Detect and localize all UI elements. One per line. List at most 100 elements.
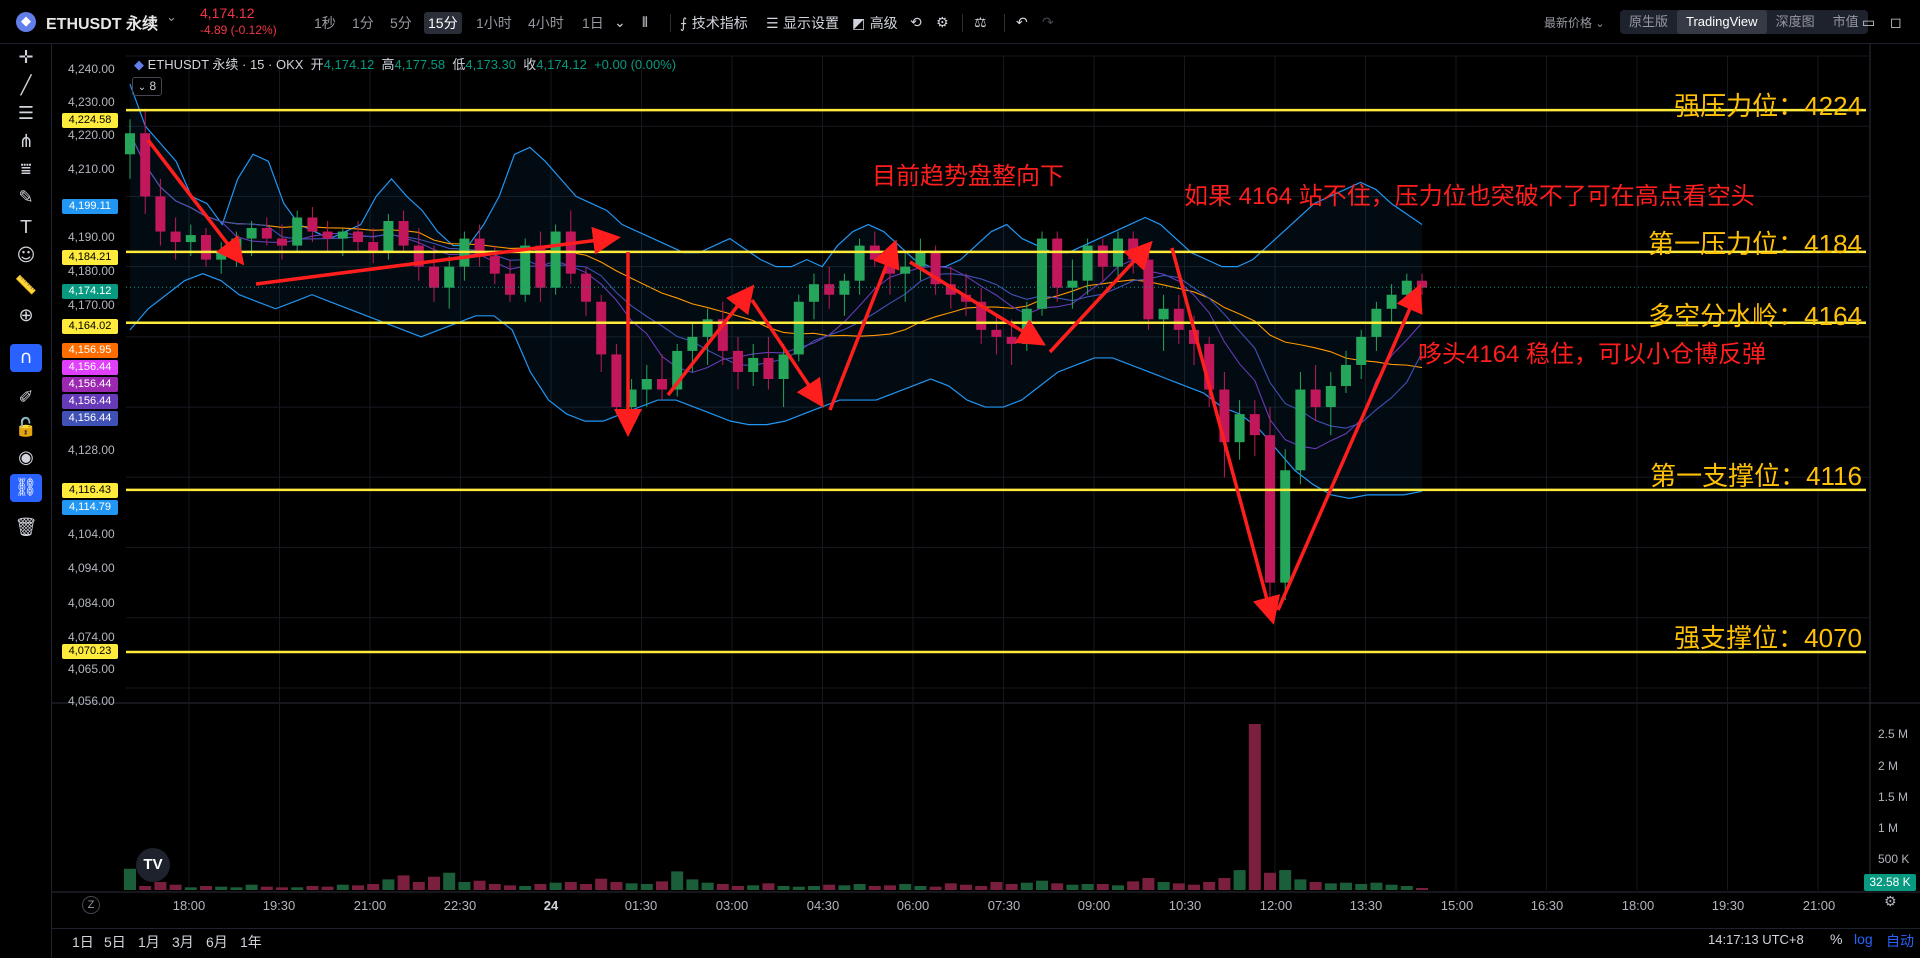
range-3m[interactable]: 3月 (172, 934, 194, 950)
interval-4h[interactable]: 4小时 (528, 15, 564, 31)
chevron-down-icon[interactable]: ⌄ (166, 10, 177, 25)
level-label-strong-resistance[interactable]: 强压力位：4224 (1674, 91, 1862, 121)
legend-close-label: 收 (523, 57, 537, 72)
tab-market-cap[interactable]: 市值 (1832, 14, 1859, 29)
time-tick: 19:30 (1711, 898, 1745, 913)
percent-scale-button[interactable]: % (1830, 931, 1843, 947)
level-label-first-support[interactable]: 第一支撑位：4116 (1650, 461, 1862, 491)
volume-bar (367, 884, 380, 890)
volume-bar (1020, 882, 1033, 890)
range-5d[interactable]: 5日 (104, 934, 126, 950)
ruler-icon[interactable]: 📏 (14, 275, 38, 296)
undo-icon[interactable]: ↶ (1016, 15, 1028, 31)
zoom-reset-button[interactable]: Z (82, 896, 100, 914)
gear-icon[interactable]: ⚙ (936, 15, 949, 31)
auto-scale-button[interactable]: 自动 (1886, 933, 1914, 949)
volume-bar (564, 882, 577, 890)
volume-bar (1279, 870, 1292, 890)
volume-bar (352, 885, 364, 890)
eye-icon[interactable]: ◉ (18, 447, 34, 468)
fullscreen-icon[interactable]: ▭ (1862, 15, 1876, 31)
interval-1s[interactable]: 1秒 (314, 15, 336, 31)
interval-1d[interactable]: 1日 (582, 15, 604, 31)
range-1d[interactable]: 1日 (72, 934, 94, 950)
interval-1m[interactable]: 1分 (352, 15, 374, 31)
interval-5m[interactable]: 5分 (390, 15, 412, 31)
indicators-button[interactable]: ⨍ 技术指标 (680, 12, 748, 34)
replay-icon[interactable]: ⟲ (910, 15, 922, 31)
candle-body (246, 228, 257, 239)
candle-body (1097, 245, 1108, 267)
legend-title[interactable]: ETHUSDT 永续 · 15 · OKX (147, 57, 304, 72)
price-tag: 4,164.02 (62, 319, 118, 334)
drawing-arrow (909, 260, 1046, 346)
price-type-select[interactable]: 最新价格 ⌄ (1544, 12, 1605, 34)
crosshair-icon[interactable]: ✛ (18, 47, 34, 68)
annotation-trend[interactable]: 目前趋势盘整向下 (872, 163, 1064, 190)
candle-body (1325, 386, 1336, 408)
axis-settings-gear-icon[interactable]: ⚙ (1884, 894, 1897, 910)
magnet-icon[interactable]: ∩ (10, 344, 42, 372)
range-1m[interactable]: 1月 (138, 934, 160, 950)
lock-icon[interactable]: 🔓 (14, 417, 38, 438)
candle-body (1143, 259, 1154, 320)
volume-bar (640, 884, 653, 890)
fib-icon[interactable]: ⩸ (20, 159, 32, 180)
level-label-strong-support[interactable]: 强支撑位：4070 (1674, 623, 1862, 653)
volume-bar (823, 884, 836, 890)
annotation-bull[interactable]: 哆头4164 稳住，可以小仓博反弹 (1418, 341, 1767, 368)
tradingview-logo[interactable]: TV (136, 848, 170, 882)
indicator-count: 8 (149, 79, 157, 93)
level-label-pivot[interactable]: 多空分水岭：4164 (1648, 301, 1862, 331)
candle-body (1189, 329, 1199, 344)
volume-bar (929, 886, 942, 890)
utc-clock[interactable]: 14:17:13 UTC+8 (1708, 932, 1804, 947)
screenshot-icon[interactable]: ◻ (1890, 15, 1902, 31)
volume-bar (534, 884, 547, 890)
volume-bar (686, 879, 699, 890)
candle-body (809, 284, 819, 302)
text-icon[interactable]: T (20, 217, 32, 238)
legend-close: 4,174.12 (536, 57, 587, 72)
bollinger-band-fill (130, 84, 1422, 499)
trash-icon[interactable]: 🗑 (14, 517, 38, 538)
draw-lock-icon[interactable]: ✐ (18, 387, 34, 408)
volume-tick: 500 K (1878, 852, 1910, 866)
range-6m[interactable]: 6月 (206, 934, 228, 950)
pitchfork-icon[interactable]: ⋔ (18, 131, 34, 152)
log-scale-button[interactable]: log (1854, 931, 1873, 947)
symbol-name[interactable]: ETHUSDT 永续 (46, 16, 159, 33)
compare-icon[interactable]: ⚖ (974, 15, 987, 31)
volume-bar (1142, 878, 1155, 890)
volume-bar (230, 887, 243, 890)
candle-body (125, 133, 135, 155)
display-settings-button[interactable]: ☰ 显示设置 (766, 12, 839, 34)
indicator-toggle[interactable]: ⌄ 8 (132, 77, 162, 96)
advanced-button[interactable]: ◩ 高级 (852, 12, 898, 34)
redo-icon[interactable]: ↷ (1042, 15, 1054, 31)
interval-15m[interactable]: 15分 (424, 12, 462, 34)
tab-native[interactable]: 原生版 (1629, 14, 1669, 29)
bollinger-upper-line (129, 83, 1423, 268)
tab-tradingview[interactable]: TradingView (1677, 10, 1767, 34)
interval-dropdown-icon[interactable]: ⌄ (614, 15, 626, 31)
candle-body (626, 389, 637, 408)
range-1y[interactable]: 1年 (240, 934, 262, 950)
volume-bar (321, 886, 334, 890)
tab-depth[interactable]: 深度图 (1775, 14, 1815, 29)
candle-type-icon[interactable]: ⫴ (642, 15, 648, 31)
zoom-icon[interactable]: ⊕ (18, 305, 34, 326)
trend-line-icon[interactable]: ╱ (20, 75, 32, 96)
candle-body (793, 301, 804, 355)
link-icon[interactable]: ⛓ (10, 474, 42, 502)
interval-1h[interactable]: 1小时 (476, 15, 512, 31)
candle-body (1037, 238, 1047, 309)
emoji-icon[interactable]: ☺ (16, 245, 36, 266)
level-label-first-resistance[interactable]: 第一压力位：4184 (1648, 229, 1862, 259)
volume-bar (1233, 870, 1246, 890)
annotation-bear[interactable]: 如果 4164 站不住，压力位也突破不了可在高点看空头 (1184, 183, 1755, 210)
horizontal-lines-icon[interactable]: ☰ (17, 103, 35, 124)
brush-icon[interactable]: ✎ (18, 187, 34, 208)
